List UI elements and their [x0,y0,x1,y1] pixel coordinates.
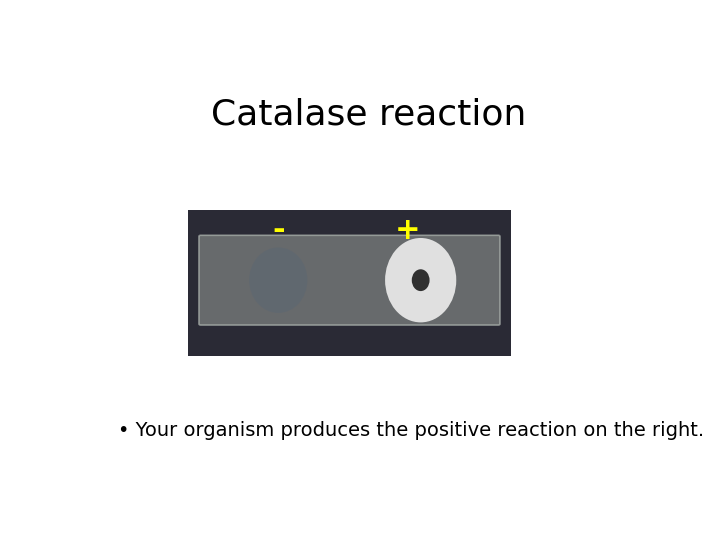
FancyBboxPatch shape [188,211,511,356]
Ellipse shape [385,238,456,322]
Text: • Your organism produces the positive reaction on the right.: • Your organism produces the positive re… [118,421,704,440]
Text: -: - [272,216,284,245]
FancyBboxPatch shape [199,235,500,325]
Text: Catalase reaction: Catalase reaction [211,98,527,132]
Ellipse shape [412,269,430,291]
Ellipse shape [249,247,307,313]
Text: +: + [395,216,420,245]
